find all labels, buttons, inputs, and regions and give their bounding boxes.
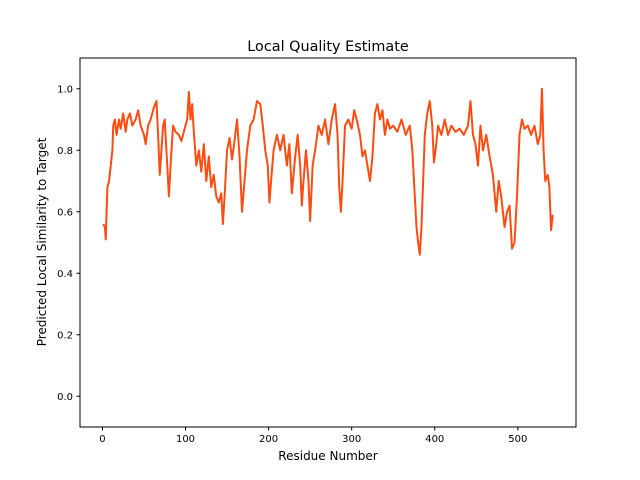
chart-title: Local Quality Estimate: [247, 39, 409, 55]
y-axis-label: Predicted Local Similarity to Target: [35, 137, 49, 346]
y-tick-label: 1.0: [57, 84, 73, 95]
axes-frame: [79, 57, 577, 428]
x-tick-label: 500: [508, 434, 527, 445]
x-axis-label: Residue Number: [278, 449, 377, 463]
y-tick-label: 0.8: [57, 146, 73, 157]
x-tick-label: 100: [176, 434, 195, 445]
x-tick-label: 400: [425, 434, 444, 445]
x-tick-label: 200: [259, 434, 278, 445]
y-tick-label: 0.0: [57, 392, 73, 403]
line-series: [102, 87, 554, 256]
x-tick-label: 300: [342, 434, 361, 445]
y-tick-label: 0.6: [57, 207, 73, 218]
y-tick-label: 0.4: [57, 269, 73, 280]
y-tick-label: 0.2: [57, 330, 73, 341]
x-tick-label: 0: [99, 434, 105, 445]
